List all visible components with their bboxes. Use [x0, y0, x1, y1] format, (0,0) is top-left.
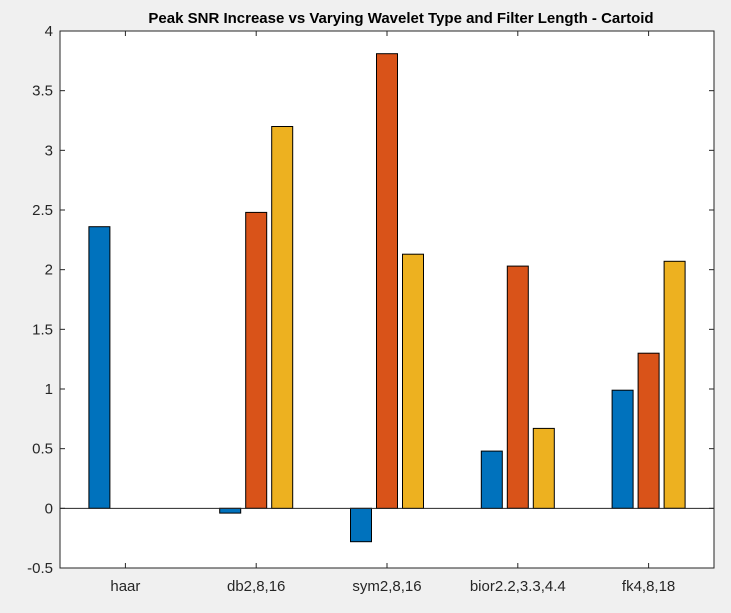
x-tick-label: sym2,8,16	[352, 578, 421, 595]
y-tick-label: 4	[45, 23, 53, 40]
bar-series-2-fk4-8-18	[637, 352, 660, 509]
y-axis: -0.5 0 0.5 1 1.5 2 2.5 3 3.5 4	[27, 23, 714, 577]
bar-series-3-sym2-8-16	[402, 253, 424, 509]
y-tick-label: 1	[45, 381, 53, 398]
x-tick-label: haar	[110, 578, 140, 595]
bar-series-3-bior2-2-3-3-4-4	[532, 427, 555, 509]
bar-series-3-db2-8-16	[271, 126, 294, 509]
bar-series-2-bior2-2-3-3-4-4	[506, 265, 529, 509]
y-tick-label: 2	[45, 262, 53, 279]
bar-series-1-db2-8-16	[219, 507, 242, 514]
y-tick-label: -0.5	[27, 560, 53, 577]
y-tick-label: 3.5	[32, 83, 53, 100]
x-tick-label: bior2.2,3.3,4.4	[470, 578, 566, 595]
x-tick-label: fk4,8,18	[622, 578, 675, 595]
bar-series-1-haar	[88, 226, 111, 509]
y-tick-label: 1.5	[32, 321, 53, 338]
bar-series-2-db2-8-16	[245, 211, 268, 509]
chart-title: Peak SNR Increase vs Varying Wavelet Typ…	[148, 10, 653, 27]
y-tick-label: 2.5	[32, 202, 53, 219]
bar-series-2-sym2-8-16	[376, 53, 398, 509]
bar-series-3-fk4-8-18	[663, 260, 686, 509]
x-axis: haar db2,8,16 sym2,8,16 bior2.2,3.3,4.4 fk4,…	[110, 31, 675, 595]
bar-series-1-bior2-2-3-3-4-4	[480, 450, 503, 509]
x-tick-label: db2,8,16	[227, 578, 285, 595]
bars-layer	[88, 53, 686, 543]
bar-series-1-fk4-8-18	[611, 389, 634, 509]
bar-series-1-sym2-8-16	[350, 507, 372, 543]
y-tick-label: 0.5	[32, 441, 53, 458]
y-tick-label: 3	[45, 142, 53, 159]
y-tick-label: 0	[45, 500, 53, 517]
